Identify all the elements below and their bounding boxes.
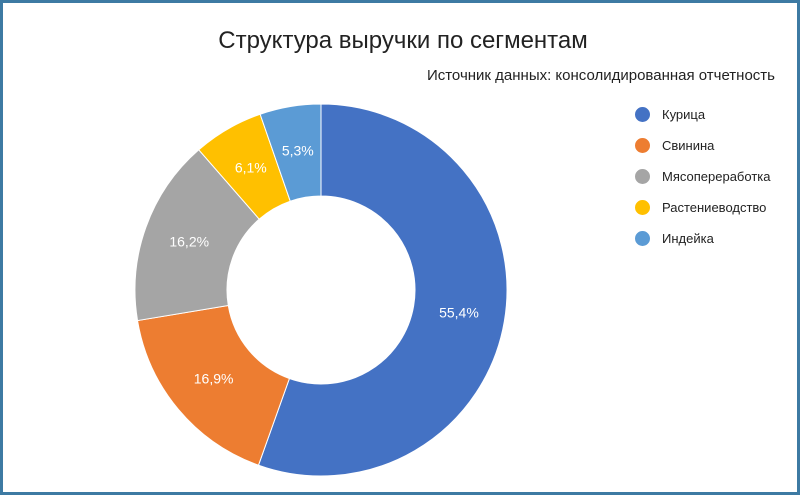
legend-item-3: Мясопереработка bbox=[635, 161, 770, 192]
slice-label-5: 5,3% bbox=[282, 143, 314, 159]
legend-swatch bbox=[635, 231, 650, 246]
slice-3 bbox=[134, 149, 260, 322]
legend-label: Индейка bbox=[662, 231, 714, 246]
slice-label-3: 16,2% bbox=[169, 233, 209, 249]
legend-label: Мясопереработка bbox=[662, 169, 771, 184]
legend-item-4: Растениеводство bbox=[635, 192, 770, 223]
legend-item-5: Индейка bbox=[635, 223, 770, 254]
chart-legend: Курица Свинина Мясопереработка Растениеводс… bbox=[635, 99, 770, 254]
legend-label: Курица bbox=[662, 107, 706, 122]
chart-title: Структура выручки по сегментам bbox=[218, 27, 588, 54]
legend-swatch bbox=[635, 138, 650, 153]
slice-label-2: 16,9% bbox=[194, 371, 234, 387]
slice-label-1: 55,4% bbox=[439, 305, 479, 321]
legend-swatch bbox=[635, 107, 650, 122]
slice-label-4: 6,1% bbox=[235, 160, 267, 176]
chart-subtitle: Источник данных: консолидированная отчет… bbox=[426, 67, 775, 84]
legend-item-1: Курица bbox=[635, 99, 770, 130]
slice-2 bbox=[136, 304, 291, 466]
legend-item-2: Свинина bbox=[635, 130, 770, 161]
legend-swatch bbox=[635, 200, 650, 215]
legend-swatch bbox=[635, 169, 650, 184]
slice-1 bbox=[257, 103, 508, 477]
legend-label: Растениеводство bbox=[662, 200, 767, 215]
donut-chart: 55,4% 16,9% 16,2% 6,1% 5,3% bbox=[134, 103, 508, 477]
legend-label: Свинина bbox=[662, 138, 715, 153]
slice-5 bbox=[259, 103, 322, 202]
